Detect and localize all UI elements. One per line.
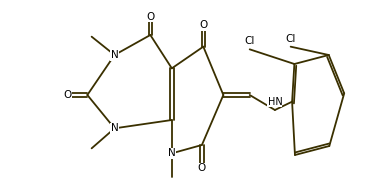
- Text: O: O: [64, 90, 72, 100]
- Text: O: O: [198, 163, 206, 173]
- Text: N: N: [111, 50, 118, 60]
- Text: N: N: [168, 148, 176, 158]
- Text: O: O: [146, 12, 155, 22]
- Text: Cl: Cl: [245, 36, 255, 46]
- Text: N: N: [111, 123, 118, 133]
- Text: Cl: Cl: [285, 33, 296, 43]
- Text: O: O: [199, 20, 208, 30]
- Text: HN: HN: [268, 97, 282, 107]
